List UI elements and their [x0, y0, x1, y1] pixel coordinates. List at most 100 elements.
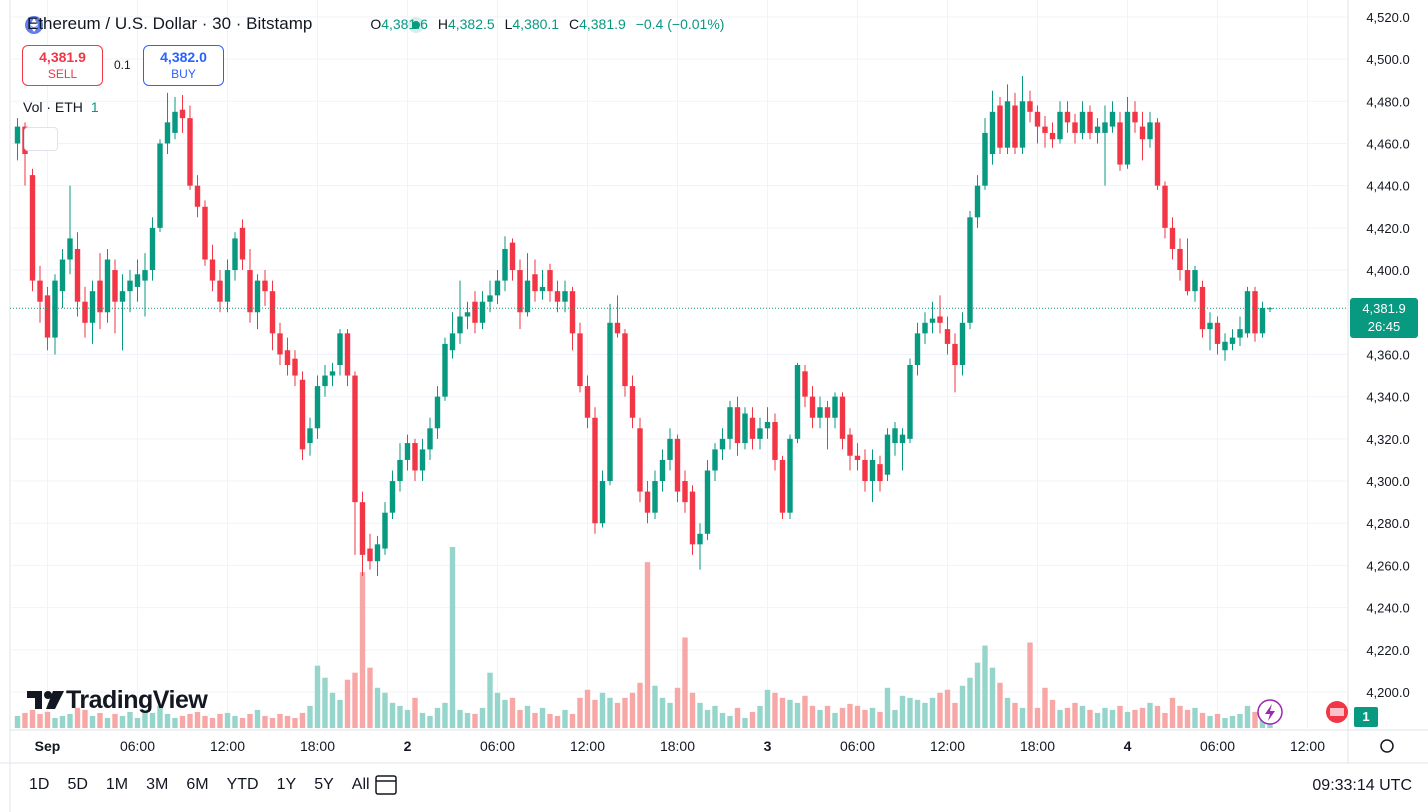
candle-body — [292, 358, 298, 376]
settings-icon[interactable] — [1380, 739, 1394, 753]
candle-body — [712, 449, 718, 471]
volume-legend: Vol · ETH 1 — [23, 99, 99, 115]
candle-body — [1237, 329, 1243, 338]
volume-bar — [284, 715, 291, 728]
symbol-title[interactable]: Ethereum / U.S. Dollar · 30 · Bitstamp — [27, 14, 313, 33]
candle-body — [554, 291, 561, 302]
volume-bar — [614, 702, 621, 728]
volume-bar — [809, 705, 816, 728]
date-range-icon[interactable] — [375, 775, 397, 795]
volume-bar — [494, 692, 501, 728]
clock[interactable]: 09:33:14 UTC — [1312, 777, 1412, 794]
eth-glyph — [30, 18, 38, 32]
candle-body — [352, 375, 358, 503]
volume-bar — [217, 713, 223, 728]
x-tick-label: 18:00 — [1020, 738, 1055, 754]
volume-bar — [314, 665, 321, 728]
candle-body — [217, 280, 223, 302]
volume-bar — [719, 712, 726, 728]
candle-body — [644, 491, 651, 513]
volume-bar — [1109, 709, 1116, 728]
volume-bar — [682, 637, 688, 728]
volume-bar — [457, 709, 463, 728]
volume-bar — [667, 702, 673, 728]
candle-body — [1184, 270, 1191, 292]
timeframe-button[interactable]: 1M — [105, 776, 129, 793]
candle-body — [434, 396, 441, 429]
volume-bar — [899, 695, 906, 728]
axes: 4,200.0 4,220.0 4,240.0 4,260.0 4,280.0 4,300… — [35, 10, 1410, 754]
volume-bar — [727, 715, 733, 728]
candle-body — [359, 502, 366, 555]
timeframe-button[interactable]: 5D — [67, 776, 88, 793]
volume-bar — [427, 715, 433, 728]
x-tick-label: 4 — [1124, 738, 1132, 754]
candle-body — [449, 333, 456, 351]
volume-bar — [562, 709, 568, 728]
x-tick-label: 12:00 — [1290, 738, 1325, 754]
timeframe-button[interactable]: All — [351, 776, 370, 793]
candle-body — [74, 248, 81, 302]
candle-body — [322, 375, 328, 387]
y-tick-label: 4,300.0 — [1366, 474, 1409, 489]
timeframe-button[interactable]: 5Y — [314, 776, 334, 793]
close-label: C — [568, 16, 580, 32]
timeframe-button[interactable]: YTD — [226, 776, 259, 793]
volume-bar — [922, 702, 928, 728]
volume-bar — [847, 703, 853, 728]
buy-button[interactable]: 4,382.0 BUY — [143, 45, 224, 86]
candle-body — [284, 350, 291, 365]
candle-body — [1034, 111, 1041, 127]
volume-bar — [952, 702, 958, 728]
badge[interactable]: 1 — [1354, 707, 1378, 727]
candle-body — [1057, 111, 1063, 140]
candle-body — [157, 143, 163, 228]
candle-body — [869, 459, 876, 482]
volume-bar — [352, 672, 358, 728]
candle-body — [779, 459, 786, 513]
volume-bar — [637, 682, 643, 728]
buy-label: BUY — [171, 66, 196, 81]
candle-body — [689, 491, 696, 545]
sell-price: 4,381.9 — [39, 48, 86, 65]
volume-bar — [134, 717, 141, 728]
candle-body — [89, 291, 96, 323]
candle-body — [382, 512, 388, 549]
volume-bar — [1057, 709, 1063, 728]
quantity[interactable]: 0.1 — [114, 58, 131, 72]
sell-button[interactable]: 4,381.9 SELL — [22, 45, 103, 86]
candle-body — [1004, 101, 1011, 148]
candle-body — [1169, 227, 1176, 249]
candle-body — [1192, 270, 1198, 292]
close-value: 4,381.9 — [579, 16, 626, 32]
volume-bar — [539, 707, 546, 728]
timeframe-button[interactable]: 1Y — [276, 776, 297, 793]
candle-body — [989, 111, 996, 155]
volume-bar — [1019, 707, 1026, 728]
candle-body — [952, 343, 958, 365]
collapse-button[interactable] — [24, 127, 58, 151]
volume-bar — [734, 707, 741, 728]
timeframe-button[interactable]: 1D — [29, 776, 50, 793]
candle-body — [1079, 111, 1086, 133]
timeframe-button[interactable]: 3M — [146, 776, 169, 793]
volume-bar — [787, 699, 793, 728]
x-tick-label: 18:00 — [660, 738, 695, 754]
volume-bar — [802, 695, 808, 728]
volume-bar — [14, 715, 21, 728]
candle-body — [802, 371, 808, 397]
volume-bar — [479, 707, 486, 728]
candle-body — [59, 259, 66, 292]
candle-body — [487, 295, 493, 302]
volume-bar — [127, 711, 133, 728]
y-tick-label: 4,440.0 — [1366, 179, 1409, 194]
candle-body — [959, 322, 966, 365]
volume-bar — [157, 705, 163, 728]
volume-bar — [772, 692, 778, 728]
candle-body — [974, 185, 981, 218]
volume-bar — [202, 715, 208, 728]
volume-bar — [412, 697, 418, 728]
candle-body — [629, 386, 636, 418]
volume-bar — [929, 697, 936, 728]
timeframe-button[interactable]: 6M — [186, 776, 209, 793]
